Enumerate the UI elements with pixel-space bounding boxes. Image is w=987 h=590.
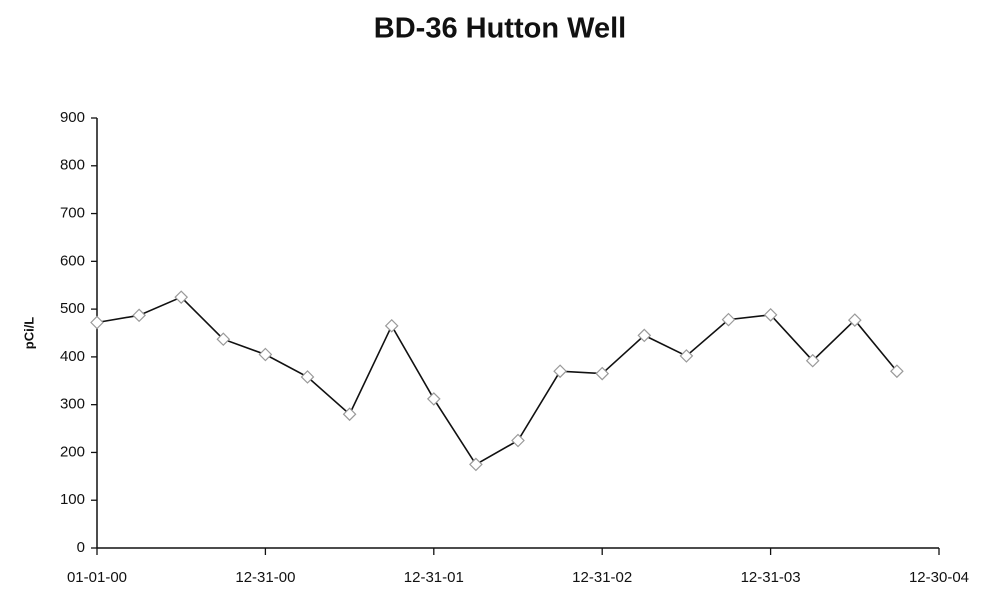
y-tick-label: 700 bbox=[60, 205, 85, 222]
data-marker bbox=[805, 353, 820, 368]
data-marker bbox=[721, 312, 736, 327]
x-tick-label: 12-31-00 bbox=[235, 569, 295, 586]
data-marker bbox=[426, 392, 441, 406]
data-marker bbox=[384, 318, 399, 333]
data-line bbox=[96, 296, 898, 466]
y-tick-label: 200 bbox=[60, 443, 85, 460]
data-marker bbox=[300, 370, 315, 384]
data-marker bbox=[679, 349, 694, 363]
x-tick-label: 12-31-01 bbox=[404, 569, 464, 586]
data-marker bbox=[637, 328, 652, 343]
data-marker bbox=[763, 307, 778, 322]
data-marker bbox=[890, 364, 904, 379]
data-marker bbox=[511, 433, 525, 448]
y-tick-label: 600 bbox=[60, 252, 85, 269]
y-tick-label: 500 bbox=[60, 300, 85, 317]
y-tick-label: 400 bbox=[60, 348, 85, 365]
data-marker bbox=[342, 407, 357, 422]
data-marker bbox=[216, 332, 231, 347]
data-marker bbox=[174, 290, 189, 305]
x-tick-label: 12-30-04 bbox=[909, 569, 969, 586]
data-marker bbox=[553, 364, 567, 379]
y-tick-label: 100 bbox=[60, 491, 85, 508]
y-tick-label: 800 bbox=[60, 157, 85, 174]
x-tick-label: 01-01-00 bbox=[67, 569, 127, 586]
y-axis-label: pCi/L bbox=[21, 317, 36, 350]
y-tick-label: 900 bbox=[60, 109, 85, 126]
y-tick-label: 300 bbox=[60, 396, 85, 413]
data-marker bbox=[595, 366, 610, 381]
x-tick-label: 12-31-02 bbox=[572, 569, 632, 586]
y-tick-label: 0 bbox=[77, 539, 85, 556]
x-tick-label: 12-31-03 bbox=[741, 569, 801, 586]
data-marker bbox=[90, 315, 104, 330]
data-marker bbox=[847, 313, 862, 327]
data-marker bbox=[258, 347, 273, 362]
data-marker bbox=[132, 308, 146, 323]
data-marker bbox=[469, 457, 483, 472]
chart-title: BD-36 Hutton Well bbox=[374, 13, 626, 45]
